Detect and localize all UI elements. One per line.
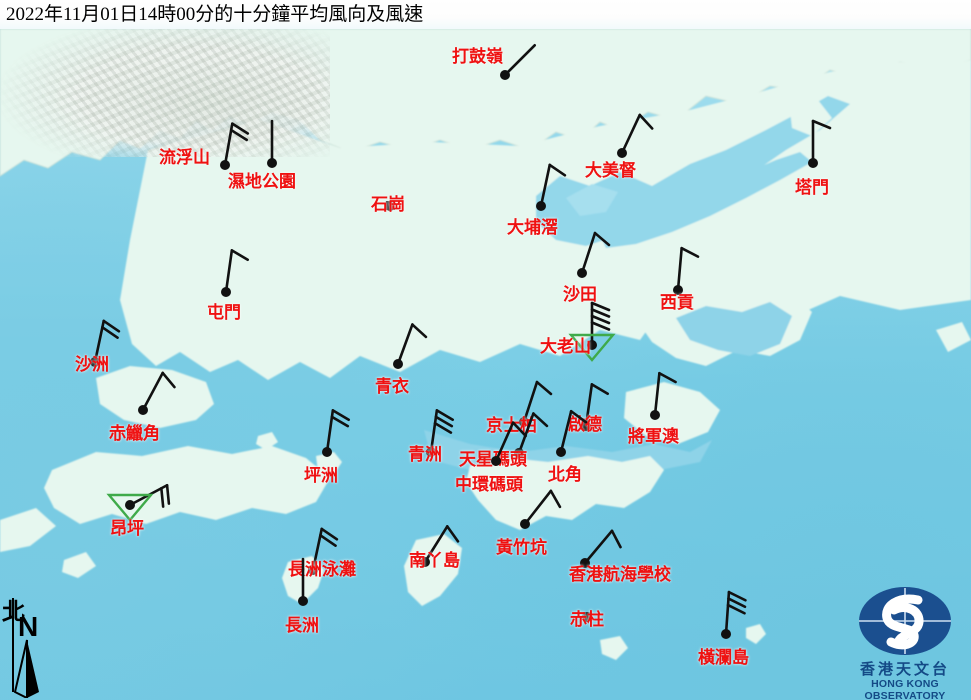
land-lantau-island [44,446,330,524]
station-dot [581,421,591,431]
station-label: 流浮山 [159,148,210,167]
station-label: 青衣 [375,377,409,396]
station-dot [582,612,592,622]
station-dot [322,447,332,457]
title-bar [0,0,971,29]
station-label: 香港航海學校 [569,565,671,584]
station-dot [673,285,683,295]
station-label: 赤鱲角 [109,424,160,443]
station-label: 沙田 [563,285,597,304]
station-dot [125,500,135,510]
station-label: 長洲 [285,616,319,635]
station-dot [514,448,524,458]
station-dot [520,519,530,529]
station-label: 坪洲 [304,466,338,485]
station-dot [90,357,100,367]
land-islet-f [0,508,56,552]
land-waglan [746,624,766,644]
station-label: 啟德 [568,415,602,434]
station-label: 京士柏 [486,416,537,435]
station-label: 西貢 [660,293,694,312]
land-peng-chau [316,452,342,474]
station-label: 北角 [548,465,582,484]
station-dot [500,70,510,80]
land-tseung-kwan-o [624,382,720,444]
satellite-imagery-patch [0,29,330,157]
station-dot [393,359,403,369]
station-label: 將軍澳 [628,427,679,446]
water-plover-cove [566,184,618,216]
station-label: 大埔滘 [507,218,558,237]
land-islet-e [62,552,96,578]
inland-station-triangle-icon [568,333,616,362]
station-dot [536,201,546,211]
land-islet-b [486,490,504,506]
compass-rose: 北 N [2,592,62,700]
land-islet-c [872,84,900,106]
station-label: 打鼓嶺 [452,47,503,66]
station-label: 長洲泳灘 [288,560,356,579]
station-label: 青洲 [408,445,442,464]
station-dot [385,201,395,211]
water-tolo-channel [596,152,812,248]
missing-data-marker: M [582,609,593,624]
page-title: 2022年11月01日14時00分的十分鐘平均風向及風速 [6,4,424,25]
station-dot [808,158,818,168]
station-label: 黃竹坑 [496,538,547,557]
station-dot [298,596,308,606]
station-dot [420,557,430,567]
compass-north-label-cn: 北 [2,599,25,624]
station-label: 昂坪 [110,519,144,538]
water-port-shelter [676,302,792,356]
station-label: 南丫島 [409,551,460,570]
station-dot [580,558,590,568]
station-label: 石崗 [371,195,405,214]
water-tolo-harbour [536,96,850,246]
land-hong-kong-island [466,456,664,530]
hko-name-en: HONG KONG OBSERVATORY [864,678,946,700]
station-dot [221,287,231,297]
land-islet-g [936,322,971,352]
station-dot [721,629,731,639]
compass-north-label-en: N [18,611,39,642]
land-islet-a [256,432,278,450]
station-label: 大老山 [540,337,591,356]
station-dot [491,456,501,466]
station-label: 赤柱 [570,610,604,629]
hko-logo: 香港天文台 HONG KONG OBSERVATORY [846,586,964,700]
station-label: 沙洲 [75,355,109,374]
station-dot [556,447,566,457]
station-dot [617,148,627,158]
station-dot [138,405,148,415]
land-po-toi [600,636,628,660]
station-label: 大美督 [585,161,636,180]
station-label: 中環碼頭 [455,475,523,494]
station-label: 橫瀾島 [698,648,749,667]
station-dot [577,268,587,278]
station-label: 塔門 [795,178,829,197]
hko-emblem-icon [859,587,951,655]
station-label: 屯門 [207,303,241,322]
station-dot [308,565,318,575]
station-dot [587,340,597,350]
station-label: 濕地公園 [228,172,296,191]
compass-needle-icon [12,598,39,700]
hko-name-cn: 香港天文台 [859,662,950,678]
station-dot [267,158,277,168]
station-dot [426,447,436,457]
missing-data-marker: M [385,198,396,213]
inland-station-triangle-icon [106,493,154,522]
station-dot [220,160,230,170]
station-dot [650,410,660,420]
